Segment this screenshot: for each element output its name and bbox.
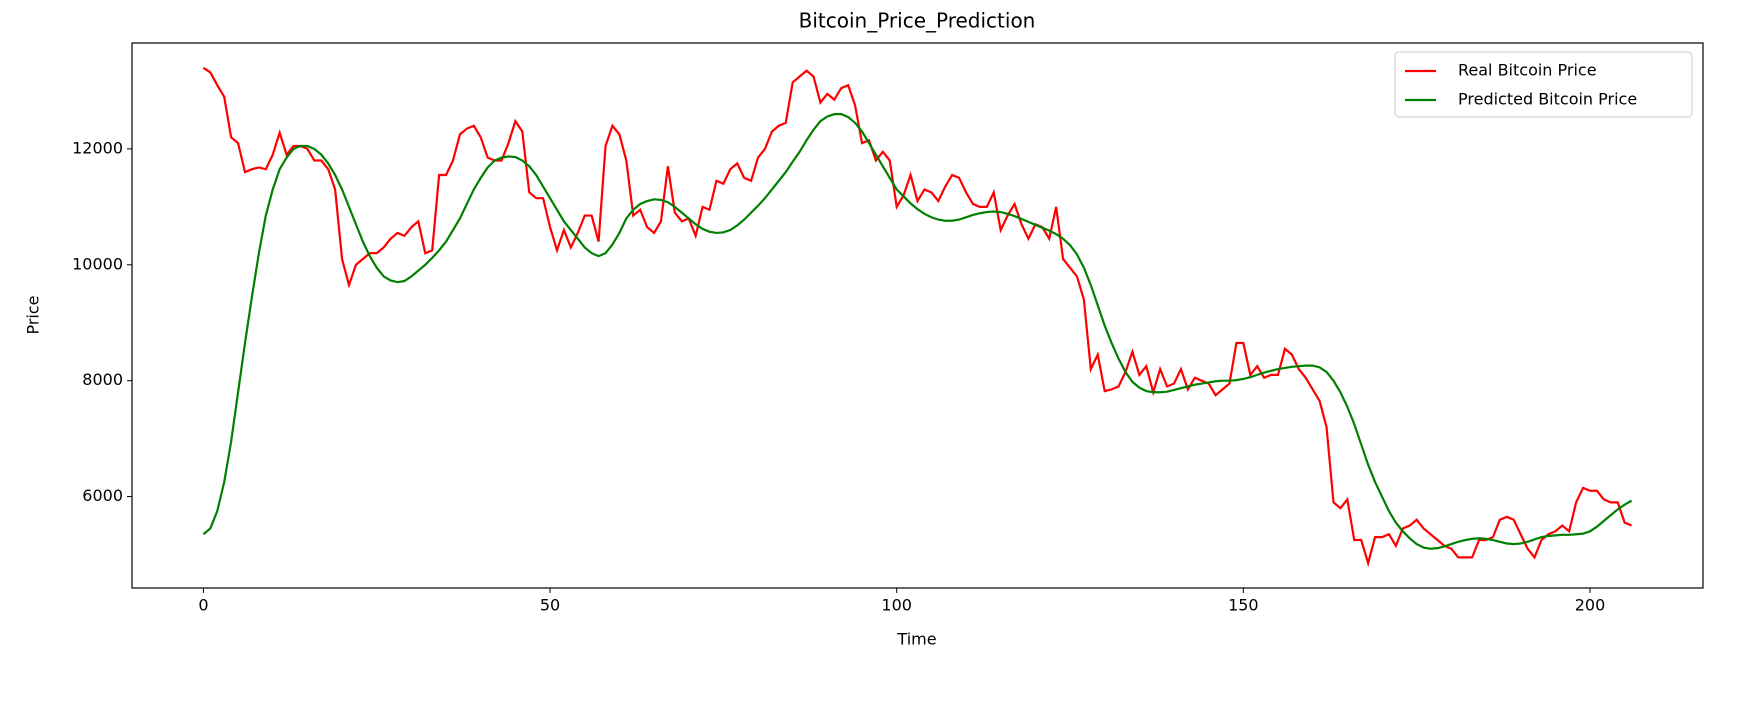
x-axis-label: Time xyxy=(896,630,936,649)
x-tick-label: 150 xyxy=(1228,596,1259,615)
x-tick-label: 50 xyxy=(540,596,560,615)
y-tick-label: 6000 xyxy=(82,486,123,505)
x-tick-label: 0 xyxy=(198,596,208,615)
line-series xyxy=(202,66,1633,568)
y-tick-label: 10000 xyxy=(72,254,123,273)
legend-box xyxy=(1394,51,1693,118)
legend-label: Real Bitcoin Price xyxy=(1458,61,1597,80)
y-tick-label: 12000 xyxy=(72,138,123,157)
legend-label: Predicted Bitcoin Price xyxy=(1458,90,1637,109)
x-tick-label: 200 xyxy=(1575,596,1606,615)
plot-frame xyxy=(131,42,1704,589)
y-axis-label: Price xyxy=(24,295,43,334)
x-tick-label: 100 xyxy=(881,596,912,615)
y-tick-label: 8000 xyxy=(82,370,123,389)
chart-title: Bitcoin_Price_Prediction xyxy=(799,9,1036,33)
line-series xyxy=(202,113,1633,550)
